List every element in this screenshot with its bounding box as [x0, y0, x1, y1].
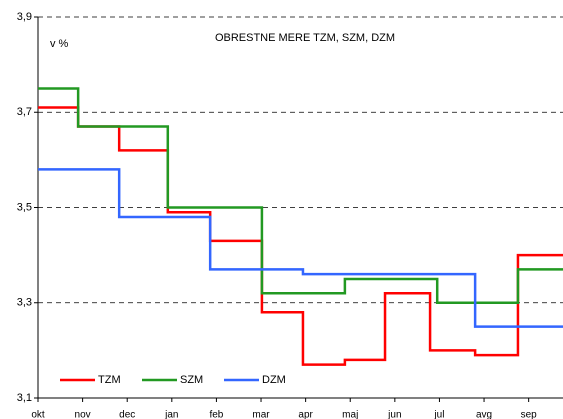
x-tick-label: feb [209, 410, 223, 419]
series-line [38, 87, 563, 304]
y-tick-label: 3,5 [17, 201, 32, 213]
x-tick-label: mar [252, 410, 270, 419]
x-tick-label: sep [521, 410, 538, 419]
y-tick-label: 3,1 [17, 392, 32, 404]
series-line [38, 106, 563, 366]
x-tick-label: nov [75, 410, 91, 419]
y-tick-label: 3,7 [17, 106, 32, 118]
x-tick-label: jan [164, 410, 178, 419]
legend-label: SZM [180, 374, 203, 386]
unit-label: v % [50, 38, 69, 50]
x-tick-label: jun [387, 410, 401, 419]
x-tick-label: okt [31, 410, 45, 419]
x-tick-label: jul [433, 410, 444, 419]
x-tick-label: avg [476, 410, 492, 419]
legend-label: DZM [262, 374, 286, 386]
chart-title: OBRESTNE MERE TZM, SZM, DZM [215, 32, 395, 44]
x-tick-label: apr [298, 410, 313, 419]
y-tick-label: 3,3 [17, 297, 32, 309]
x-tick-label: maj [342, 410, 358, 419]
x-tick-label: dec [119, 410, 135, 419]
series-line [38, 168, 563, 328]
y-tick-label: 3,9 [17, 11, 32, 23]
legend-label: TZM [98, 374, 121, 386]
